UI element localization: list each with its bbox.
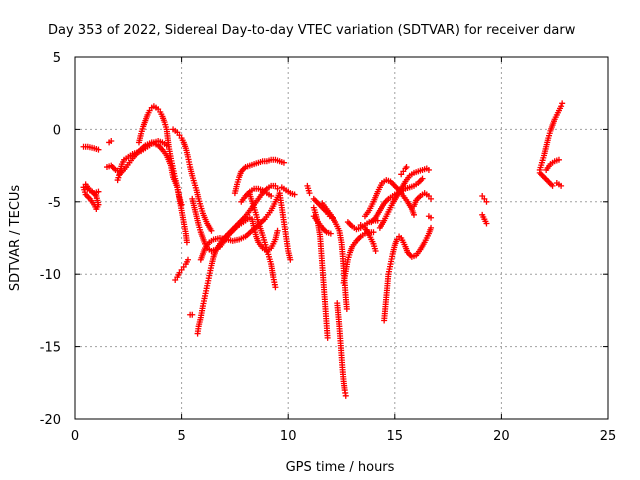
axis-ticks: 0 5 10 15 20 25 5 0 -5 -10 -15 -20 (40, 51, 617, 444)
data-point-arc-j (208, 227, 215, 234)
y-tick-label: -20 (40, 413, 61, 428)
data-points (80, 100, 566, 399)
x-tick-label: 25 (600, 429, 617, 444)
data-point-arc-v (310, 195, 317, 202)
data-point-arc-m (226, 230, 233, 237)
data-point-arc-p (268, 193, 275, 200)
data-point-arc-bb (347, 221, 354, 228)
data-point-arc-nn (538, 171, 545, 178)
data-point-arc-v (313, 198, 320, 205)
plot-frame (74, 56, 609, 420)
data-point-arc-c (95, 188, 102, 195)
data-point-arc-nn (548, 181, 555, 188)
data-point-arc-nn (536, 169, 543, 176)
data-point-arc-aa (356, 235, 363, 241)
y-axis-label: SDTVAR / TECUs (8, 185, 23, 292)
x-tick-label: 15 (387, 429, 404, 444)
data-point-arc-ii (415, 194, 422, 201)
data-point-arc-nn (545, 178, 552, 185)
data-point-arc-ee (416, 178, 423, 185)
data-point-arc-nn (543, 177, 550, 184)
data-point-arc-hh (403, 164, 410, 171)
data-point-arc-jj (428, 214, 435, 221)
data-point-arc-m (229, 227, 236, 234)
data-point-arc-cc (410, 211, 417, 218)
data-point-arc-kk (483, 198, 490, 205)
data-point-arc-ee (419, 175, 426, 182)
data-point-arc-nn (542, 175, 549, 182)
data-point-arc-m (228, 229, 235, 236)
data-point-arc-m (231, 226, 238, 233)
data-point-arc-y (343, 305, 350, 312)
data-point-arc-cc (393, 184, 400, 191)
data-point-arc-x (320, 226, 327, 233)
data-point-arc-nn (549, 182, 556, 189)
data-point-arc-z (342, 392, 349, 399)
data-point-arc-m (232, 224, 239, 231)
data-point-arc-ee (383, 197, 390, 204)
y-tick-label: -15 (40, 341, 61, 356)
data-point-arc-v (312, 197, 319, 204)
data-point-arc-nn (546, 179, 553, 186)
data-point-arc-l (274, 185, 281, 192)
data-point-arc-q (272, 284, 279, 291)
data-point-arc-u (306, 190, 313, 197)
y-tick-label: -5 (48, 196, 61, 211)
data-point-arc-k (189, 311, 196, 318)
x-tick-label: 0 (71, 429, 79, 444)
y-tick-label: 5 (53, 51, 61, 66)
data-point-arc-nn (539, 172, 546, 179)
data-point-arc-dd (372, 248, 379, 255)
data-point-arc-h (183, 239, 190, 246)
data-point-arc-bb (346, 220, 353, 227)
data-point-arc-l (241, 214, 248, 221)
data-point-arc-g (157, 145, 164, 152)
x-tick-label: 20 (493, 429, 510, 444)
data-point-arc-ll (483, 220, 490, 227)
data-point-arc-d (109, 164, 116, 171)
data-point-arc-gg (407, 252, 414, 259)
data-point-arc-gg (428, 224, 435, 231)
data-point-arc-ee (369, 217, 376, 224)
x-tick-label: 10 (280, 429, 297, 444)
y-tick-label: 0 (53, 123, 61, 138)
data-point-arc-mm (559, 100, 566, 107)
data-point-arc-nn (541, 174, 548, 181)
data-point-arc-e (108, 137, 115, 144)
x-tick-label: 5 (177, 429, 185, 444)
data-point-arc-pp (558, 182, 565, 189)
data-point-arc-b (85, 194, 92, 201)
data-point-arc-o (280, 159, 287, 166)
data-point-arc-x (327, 230, 334, 237)
data-point-arc-bb (344, 219, 351, 226)
data-point-arc-mm (558, 103, 565, 110)
data-point-arc-oo (555, 156, 562, 163)
data-point-arc-v (317, 203, 324, 210)
data-point-arc-a (95, 146, 102, 153)
data-point-arc-aa (370, 229, 377, 236)
data-point-arc-t (291, 191, 298, 198)
data-point-arc-s (287, 256, 294, 263)
y-tick-label: -10 (40, 268, 61, 283)
data-point-arc-ff (425, 166, 432, 173)
data-point-arc-cc (391, 182, 398, 189)
data-point-arc-w (324, 334, 331, 341)
x-axis-label: GPS time / hours (286, 460, 395, 475)
data-point-arc-cc (390, 181, 397, 188)
chart-title: Day 353 of 2022, Sidereal Day-to-day VTE… (48, 23, 576, 38)
data-point-arc-i (184, 256, 191, 263)
data-point-arc-ee (418, 177, 425, 184)
data-point-arc-aa (354, 236, 361, 243)
data-point-arc-ii (428, 195, 435, 202)
data-point-arc-r (274, 227, 281, 234)
